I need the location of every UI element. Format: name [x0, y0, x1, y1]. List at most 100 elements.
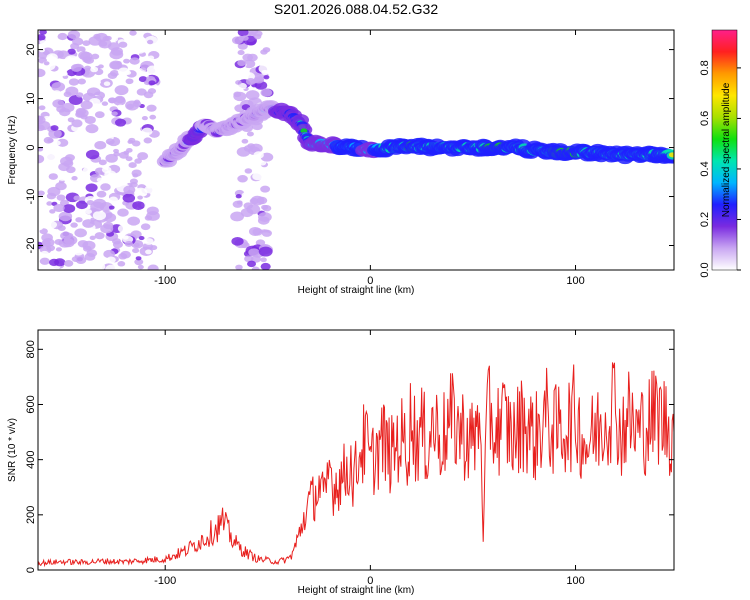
- spectrogram-ytick-label: 0: [25, 144, 37, 150]
- spectrogram-cell: [256, 196, 268, 205]
- spectrogram-cell: [247, 53, 258, 62]
- spectrogram-cell: [103, 60, 112, 67]
- spectrogram-cell: [71, 175, 78, 181]
- spectrogram-cell: [50, 125, 59, 131]
- spectrogram-cell: [146, 39, 154, 45]
- spectrogram-cell: [147, 55, 155, 61]
- spectrogram-cell: [132, 248, 140, 254]
- spectrogram-cell: [75, 92, 84, 98]
- spectrogram-cell: [82, 240, 96, 251]
- spectrogram-cell: [251, 266, 260, 270]
- spectrogram-cell: [129, 178, 138, 185]
- spectrogram-cell: [134, 148, 141, 153]
- spectrogram-cell: [38, 68, 46, 78]
- spectrogram-cell: [38, 142, 42, 148]
- spectrogram-cell: [132, 101, 142, 108]
- spectrogram-cell: [53, 203, 65, 213]
- snr-ytick-label: 600: [25, 395, 37, 413]
- spectrogram-cell: [77, 78, 86, 85]
- spectrogram-cell: [52, 90, 61, 97]
- spectrogram-cell: [130, 36, 140, 44]
- snr-panel: -100 0 100 0 200 400 600 800 Height of straight…: [7, 329, 675, 596]
- snr-ytick-label: 800: [25, 340, 37, 358]
- spectrogram-cell: [75, 217, 83, 223]
- spectrogram-cell: [46, 192, 57, 200]
- spectrogram-cell: [51, 81, 66, 92]
- spectrogram-cell: [57, 32, 68, 41]
- spectrogram-cell: [82, 40, 91, 46]
- spectrogram-cell: [49, 209, 56, 214]
- spectrogram-cell: [235, 194, 242, 199]
- spectrogram-cell: [233, 91, 247, 102]
- spectrogram-cell: [46, 201, 53, 206]
- spectrogram-cell: [101, 101, 109, 106]
- spectrogram-cell: [141, 127, 153, 136]
- spectrogram-cell: [43, 61, 50, 66]
- spectrogram-cell: [55, 182, 67, 191]
- spectrogram-cell: [76, 177, 83, 183]
- snr-ytick-label: 0: [25, 567, 37, 573]
- figure-title: S201.2026.088.04.52.G32: [274, 1, 438, 17]
- snr-xtick-label: -100: [154, 575, 176, 587]
- spectrogram-cell: [230, 211, 245, 222]
- spectrogram-cell: [82, 219, 95, 228]
- spectrogram-cell: [151, 84, 159, 90]
- spectrogram-cell: [85, 209, 92, 215]
- spectrogram-cell: [108, 196, 119, 203]
- spectrogram-cell: [129, 30, 137, 36]
- spectrogram-cell: [38, 225, 44, 231]
- snr-line: [38, 362, 674, 568]
- spectrogram-cell: [108, 205, 115, 210]
- spectrogram-cell: [144, 238, 154, 245]
- spectrogram-cell: [137, 152, 149, 160]
- spectrogram-cell: [38, 262, 43, 269]
- spectrogram-cell: [38, 190, 45, 196]
- spectrogram-cell: [52, 99, 65, 108]
- spectrogram-cell: [38, 147, 44, 152]
- spectrogram-cell: [76, 46, 86, 53]
- spectrogram-cell: [137, 264, 144, 270]
- spectrogram-cell: [260, 262, 271, 270]
- spectrogram-cell: [108, 97, 117, 104]
- spectrogram-cell: [149, 114, 157, 120]
- spectrogram-cell: [90, 66, 99, 73]
- spectrogram-cell: [144, 215, 153, 221]
- spectrogram-cell: [78, 51, 91, 60]
- spectrogram-cell: [96, 177, 104, 183]
- spectrogram-cell: [258, 246, 273, 257]
- spectrogram-cell: [252, 172, 264, 181]
- spectrogram-cell: [246, 204, 261, 215]
- spectrogram-xlabel: Height of straight line (km): [298, 285, 415, 296]
- spectrogram-cell: [261, 204, 269, 210]
- spectrogram-cell: [91, 53, 100, 60]
- spectrogram-cell: [80, 100, 93, 110]
- spectrogram-cell: [38, 34, 46, 41]
- spectrogram-cell: [46, 220, 58, 229]
- spectrogram-cell: [76, 200, 88, 210]
- spectrogram-cell: [143, 199, 150, 204]
- spectrogram-cell: [128, 162, 137, 169]
- spectrogram-cell: [257, 216, 270, 225]
- spectrogram-xtick-label: -100: [154, 275, 176, 287]
- spectrogram-cell: [109, 49, 124, 60]
- spectrogram-cell: [71, 119, 83, 128]
- spectrogram-cell: [38, 139, 46, 144]
- snr-marks: [38, 362, 674, 568]
- spectrogram-cell: [39, 40, 47, 45]
- spectrogram-cell: [252, 228, 263, 236]
- spectrogram-cell: [244, 168, 253, 174]
- spectrogram-cell: [54, 238, 63, 246]
- snr-ylabel: SNR (10 * v/v): [7, 418, 18, 482]
- spectrogram-cell: [60, 231, 72, 240]
- spectrogram-cell: [143, 137, 153, 144]
- spectrogram-cell: [253, 151, 264, 159]
- spectrogram-cell: [138, 76, 148, 83]
- spectrogram-cell: [112, 240, 123, 249]
- spectrogram-cell: [38, 115, 46, 125]
- snr-ytick-label: 200: [25, 506, 37, 524]
- spectrogram-cell: [117, 208, 129, 217]
- spectrogram-ylabel: Frequency (Hz): [7, 116, 18, 185]
- colorbar-tick-label: 0.4: [699, 161, 711, 176]
- spectrogram-cell: [126, 103, 134, 110]
